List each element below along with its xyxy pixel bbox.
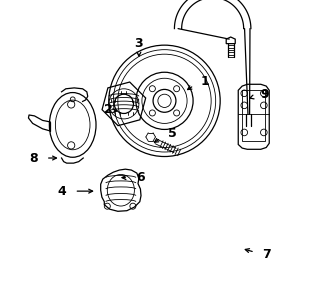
Polygon shape: [101, 169, 141, 211]
Text: 6: 6: [136, 171, 144, 184]
Polygon shape: [226, 37, 235, 44]
Text: 3: 3: [135, 37, 143, 50]
Text: 9: 9: [261, 88, 269, 101]
Text: 4: 4: [58, 185, 67, 198]
Polygon shape: [238, 84, 269, 149]
Text: 2: 2: [104, 103, 113, 116]
Text: 8: 8: [30, 151, 38, 165]
Polygon shape: [242, 90, 265, 141]
Text: 5: 5: [167, 127, 176, 141]
Text: 7: 7: [262, 248, 271, 261]
Text: 1: 1: [201, 75, 209, 88]
